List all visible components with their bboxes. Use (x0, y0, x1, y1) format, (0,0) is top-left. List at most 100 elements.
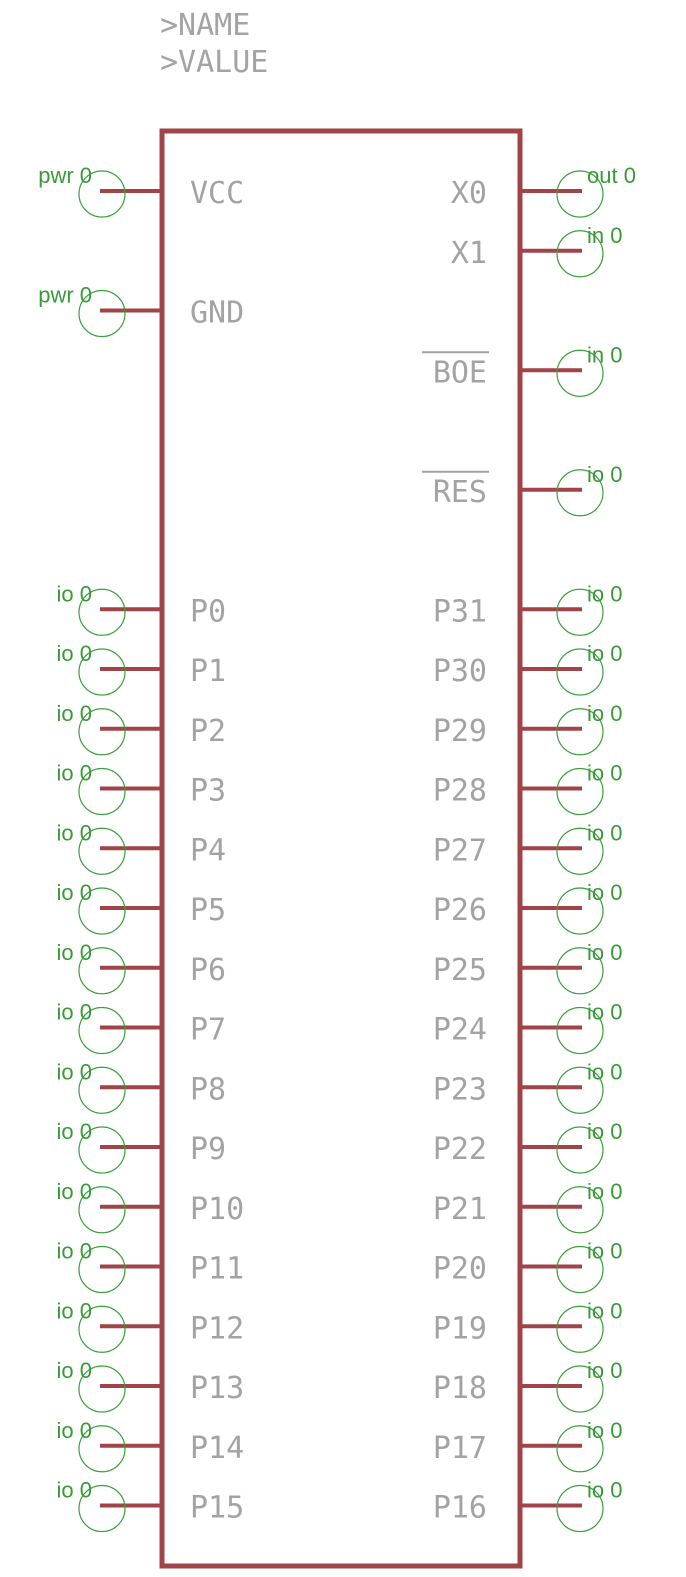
pin-name-label: P20 (433, 1252, 487, 1287)
pin-endpoint-circle (556, 947, 604, 995)
pin-type-label: io 0 (57, 940, 92, 965)
pin-p16: io 0 P16 (433, 1478, 622, 1533)
pin-name-label: P28 (433, 774, 487, 809)
pin-type-label: io 0 (57, 1179, 92, 1204)
pin-type-label: io 0 (57, 1059, 92, 1084)
pin-endpoint-circle (78, 827, 126, 875)
pin-name-label: P3 (190, 774, 226, 809)
pin-p25: io 0 P25 (433, 940, 622, 995)
pin-endpoint-circle (556, 1245, 604, 1294)
pin-type-label: io 0 (587, 761, 622, 786)
pin-endpoint-circle (78, 289, 126, 338)
pin-p6: io 0 P6 (57, 940, 226, 995)
pin-type-label: out 0 (587, 163, 636, 188)
value-placeholder: >VALUE (160, 45, 268, 80)
pin-endpoint-circle (78, 1006, 126, 1055)
pin-endpoint-circle (556, 767, 604, 816)
pin-name-label: P2 (190, 714, 226, 749)
pin-p29: io 0 P29 (433, 701, 622, 756)
pin-p2: io 0 P2 (57, 701, 226, 756)
pin-endpoint-circle (78, 1425, 126, 1473)
pin-type-label: io 0 (57, 1239, 92, 1264)
pin-p21: io 0 P21 (433, 1179, 622, 1234)
pin-endpoint-circle (78, 588, 126, 636)
pin-p10: io 0 P10 (57, 1179, 244, 1234)
pin-endpoint-circle (78, 947, 126, 995)
pin-type-label: io 0 (587, 1478, 622, 1503)
pin-type-label: io 0 (57, 1000, 92, 1025)
pin-type-label: io 0 (587, 1358, 622, 1383)
pin-endpoint-circle (556, 708, 604, 756)
pin-endpoint-circle (556, 648, 604, 696)
pin-endpoint-circle (78, 708, 126, 756)
pin-endpoint-circle (556, 1305, 604, 1353)
pin-name-label: RES (433, 475, 487, 510)
pin-endpoint-circle (78, 1365, 126, 1413)
pin-name-label: P7 (190, 1013, 226, 1048)
pin-name-label: P23 (433, 1072, 487, 1107)
pin-name-label: P11 (190, 1252, 244, 1287)
pin-type-label: io 0 (57, 1298, 92, 1323)
pin-name-label: P25 (433, 953, 487, 988)
pin-type-label: io 0 (57, 641, 92, 666)
pin-name-label: X1 (451, 236, 487, 271)
pin-type-label: io 0 (587, 1000, 622, 1025)
pin-name-label: P4 (190, 833, 226, 868)
pin-endpoint-circle (78, 887, 126, 935)
pin-name-label: P18 (433, 1371, 487, 1406)
pin-p14: io 0 P14 (57, 1418, 244, 1473)
pin-endpoint-circle (78, 1484, 126, 1533)
pin-type-label: io 0 (587, 1179, 622, 1204)
pin-name-label: P30 (433, 654, 487, 689)
pin-endpoint-circle (556, 1006, 604, 1055)
pin-type-label: io 0 (587, 880, 622, 905)
pin-endpoint-circle (78, 1066, 126, 1114)
pin-type-label: io 0 (57, 820, 92, 845)
pin-p4: io 0 P4 (57, 820, 226, 875)
pin-name-label: P1 (190, 654, 226, 689)
pin-vcc: pwr 0 VCC (38, 163, 244, 218)
pin-p30: io 0 P30 (433, 641, 622, 696)
pin-p17: io 0 P17 (433, 1418, 622, 1473)
pin-type-label: pwr 0 (38, 283, 92, 308)
pin-endpoint-circle (556, 349, 604, 397)
pin-type-label: io 0 (57, 1478, 92, 1503)
pin-endpoint-circle (556, 827, 604, 875)
pin-type-label: pwr 0 (38, 163, 92, 188)
pin-endpoint-circle (556, 1365, 604, 1413)
left-pin-group: pwr 0 VCC pwr 0 GND io 0 P0 io 0 P1 io 0 P2 io 0 P3… (38, 163, 244, 1533)
pin-endpoint-circle (78, 648, 126, 696)
pin-p24: io 0 P24 (433, 1000, 622, 1055)
pin-endpoint-circle (556, 887, 604, 935)
right-pin-group: out 0 X0 in 0 X1 in 0 BOE io 0 RES io 0 P31 io 0 P3… (422, 163, 636, 1533)
pin-p9: io 0 P9 (57, 1119, 226, 1174)
pin-p11: io 0 P11 (57, 1239, 244, 1294)
pin-endpoint-circle (556, 1126, 604, 1174)
pin-p28: io 0 P28 (433, 761, 622, 816)
pin-p5: io 0 P5 (57, 880, 226, 935)
pin-endpoint-circle (556, 1425, 604, 1473)
pin-p12: io 0 P12 (57, 1298, 244, 1353)
pin-type-label: io 0 (587, 581, 622, 606)
pin-p22: io 0 P22 (433, 1119, 622, 1174)
pin-name-label: P19 (433, 1311, 487, 1346)
pin-endpoint-circle (78, 1126, 126, 1174)
pin-p3: io 0 P3 (57, 761, 226, 816)
pin-p26: io 0 P26 (433, 880, 622, 935)
pin-type-label: io 0 (57, 701, 92, 726)
pin-endpoint-circle (78, 1245, 126, 1294)
pin-p13: io 0 P13 (57, 1358, 244, 1413)
pin-name-label: P13 (190, 1371, 244, 1406)
pin-type-label: io 0 (57, 1358, 92, 1383)
pin-type-label: io 0 (587, 820, 622, 845)
pin-p8: io 0 P8 (57, 1059, 226, 1114)
pin-p23: io 0 P23 (433, 1059, 622, 1114)
pin-endpoint-circle (556, 170, 604, 218)
pin-type-label: io 0 (587, 1298, 622, 1323)
pin-p7: io 0 P7 (57, 1000, 226, 1055)
pin-type-label: in 0 (587, 223, 622, 248)
pin-name-label: P5 (190, 893, 226, 928)
pin-p20: io 0 P20 (433, 1239, 622, 1294)
pin-x1: in 0 X1 (451, 223, 622, 278)
